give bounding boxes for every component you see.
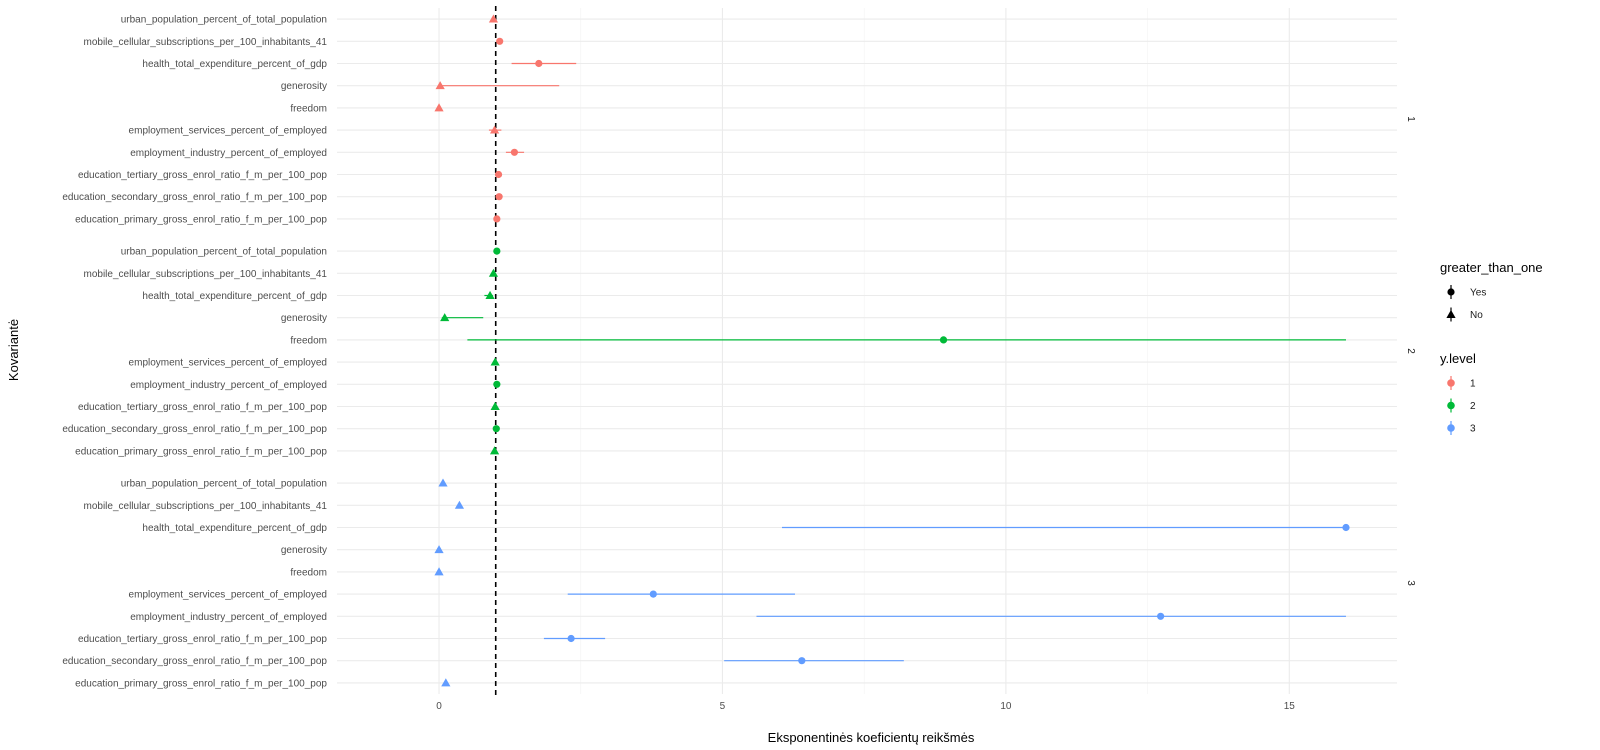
y-tick-label: freedom bbox=[290, 335, 327, 346]
panels-layer: education_primary_gross_enrol_ratio_f_m_… bbox=[62, 15, 1416, 690]
y-tick-label: education_primary_gross_enrol_ratio_f_m_… bbox=[75, 678, 327, 689]
point-triangle bbox=[485, 290, 495, 299]
legend-title: y.level bbox=[1440, 351, 1476, 366]
legend-item-label: Yes bbox=[1470, 288, 1486, 299]
y-tick-label: mobile_cellular_subscriptions_per_100_in… bbox=[84, 37, 328, 48]
legend-y-level: y.level 1 2 3 bbox=[1440, 351, 1476, 435]
grid-layer bbox=[438, 8, 1290, 694]
legend-item-label: 3 bbox=[1470, 424, 1476, 435]
point-triangle bbox=[490, 357, 500, 366]
y-axis-title: Kovariantė bbox=[6, 319, 21, 381]
y-tick-label: freedom bbox=[290, 567, 327, 578]
legend-key-triangle bbox=[1446, 309, 1456, 318]
point-circle bbox=[510, 148, 519, 156]
facet-panel-2: education_primary_gross_enrol_ratio_f_m_… bbox=[62, 247, 1416, 458]
facet-strip-label: 1 bbox=[1405, 116, 1416, 122]
point-circle bbox=[492, 425, 500, 433]
point-circle bbox=[535, 59, 543, 68]
facet-strip-label: 3 bbox=[1405, 580, 1416, 586]
point-circle bbox=[1157, 612, 1165, 620]
y-tick-label: urban_population_percent_of_total_popula… bbox=[121, 479, 327, 490]
y-tick-label: mobile_cellular_subscriptions_per_100_in… bbox=[84, 501, 328, 512]
y-tick-label: employment_industry_percent_of_employed bbox=[130, 380, 327, 391]
legend-key-circle bbox=[1447, 401, 1455, 410]
y-tick-label: urban_population_percent_of_total_popula… bbox=[121, 15, 327, 26]
y-tick-label: generosity bbox=[281, 545, 327, 556]
y-tick-label: health_total_expenditure_percent_of_gdp bbox=[142, 523, 327, 534]
x-tick-label: 0 bbox=[436, 701, 442, 712]
y-tick-label: urban_population_percent_of_total_popula… bbox=[121, 247, 327, 258]
y-tick-label: education_tertiary_gross_enrol_ratio_f_m… bbox=[78, 634, 327, 645]
legend-item-label: 1 bbox=[1470, 379, 1476, 390]
point-triangle bbox=[490, 401, 500, 410]
legend-item-label: 2 bbox=[1470, 401, 1476, 412]
y-tick-label: mobile_cellular_subscriptions_per_100_in… bbox=[84, 269, 328, 280]
legend: greater_than_one Yes No y.level 1 2 3 bbox=[1440, 260, 1543, 435]
point-circle bbox=[495, 193, 503, 201]
point-circle bbox=[939, 336, 948, 344]
point-triangle bbox=[434, 103, 444, 112]
y-tick-label: education_primary_gross_enrol_ratio_f_m_… bbox=[75, 214, 327, 225]
point-triangle bbox=[434, 545, 444, 554]
y-tick-label: employment_services_percent_of_employed bbox=[129, 590, 327, 601]
facet-panel-1: education_primary_gross_enrol_ratio_f_m_… bbox=[62, 15, 1416, 226]
series-3 bbox=[434, 478, 1350, 687]
marks-layer bbox=[434, 14, 1350, 687]
y-tick-label: education_secondary_gross_enrol_ratio_f_… bbox=[62, 192, 327, 203]
legend-title: greater_than_one bbox=[1440, 260, 1543, 275]
y-tick-label: employment_industry_percent_of_employed bbox=[130, 612, 327, 623]
y-tick-label: education_tertiary_gross_enrol_ratio_f_m… bbox=[78, 170, 327, 181]
point-circle bbox=[493, 215, 501, 223]
point-triangle bbox=[435, 81, 445, 90]
facet-strip-label: 2 bbox=[1405, 348, 1416, 354]
x-tick-label: 10 bbox=[1000, 701, 1012, 712]
point-triangle bbox=[454, 500, 465, 509]
point-circle bbox=[493, 247, 501, 255]
point-triangle bbox=[489, 125, 500, 134]
y-tick-label: employment_industry_percent_of_employed bbox=[130, 148, 327, 159]
series-2 bbox=[440, 247, 1346, 455]
y-tick-label: health_total_expenditure_percent_of_gdp bbox=[142, 59, 327, 70]
legend-item-label: No bbox=[1470, 310, 1483, 321]
y-tick-label: freedom bbox=[290, 103, 327, 114]
facet-panel-3: education_primary_gross_enrol_ratio_f_m_… bbox=[62, 479, 1416, 690]
legend-key-circle bbox=[1447, 288, 1455, 296]
point-triangle bbox=[441, 678, 451, 687]
y-tick-label: health_total_expenditure_percent_of_gdp bbox=[142, 291, 327, 302]
y-tick-label: education_tertiary_gross_enrol_ratio_f_m… bbox=[78, 402, 327, 413]
point-circle bbox=[649, 590, 657, 598]
x-axis: 0 5 10 15 bbox=[436, 701, 1295, 712]
point-circle bbox=[567, 634, 575, 643]
y-tick-label: education_primary_gross_enrol_ratio_f_m_… bbox=[75, 446, 327, 457]
legend-key-circle bbox=[1447, 379, 1455, 387]
point-circle bbox=[494, 170, 503, 179]
point-triangle bbox=[489, 446, 500, 455]
point-circle bbox=[798, 657, 806, 665]
series-1 bbox=[434, 14, 577, 223]
x-tick-label: 5 bbox=[720, 701, 726, 712]
y-tick-label: employment_services_percent_of_employed bbox=[129, 358, 327, 369]
point-circle bbox=[493, 380, 501, 388]
point-triangle bbox=[440, 313, 450, 322]
x-axis-title: Eksponentinės koeficientų reikšmės bbox=[768, 730, 975, 745]
point-triangle bbox=[488, 14, 499, 23]
point-triangle bbox=[438, 478, 448, 487]
point-circle bbox=[1342, 523, 1350, 532]
y-tick-label: education_secondary_gross_enrol_ratio_f_… bbox=[62, 656, 327, 667]
legend-key-circle bbox=[1447, 424, 1455, 432]
point-triangle bbox=[488, 268, 499, 277]
y-tick-label: generosity bbox=[281, 81, 327, 92]
point-circle bbox=[496, 37, 504, 45]
legend-greater-than-one: greater_than_one Yes No bbox=[1440, 260, 1543, 322]
y-tick-label: generosity bbox=[281, 313, 327, 324]
x-tick-label: 15 bbox=[1284, 701, 1296, 712]
y-tick-label: education_secondary_gross_enrol_ratio_f_… bbox=[62, 424, 327, 435]
y-tick-label: employment_services_percent_of_employed bbox=[129, 126, 327, 137]
point-triangle bbox=[434, 567, 444, 576]
